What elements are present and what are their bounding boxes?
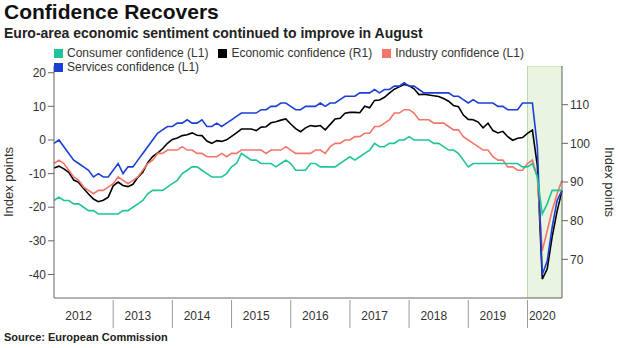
html-text:Confidence Recovers: Confidence Recovers — [4, 0, 219, 23]
svg-text:2013: 2013 — [124, 309, 151, 323]
svg-text:90: 90 — [570, 175, 584, 189]
svg-text:2019: 2019 — [480, 309, 507, 323]
svg-text:0: 0 — [39, 133, 46, 147]
html-text:Economic confidence (R1): Economic confidence (R1) — [231, 46, 373, 60]
svg-text:100: 100 — [570, 137, 590, 151]
svg-text:80: 80 — [570, 214, 584, 228]
svg-text:2016: 2016 — [302, 309, 329, 323]
svg-text:Index points: Index points — [1, 146, 16, 217]
svg-text:10: 10 — [33, 100, 47, 114]
svg-text:2020: 2020 — [529, 309, 556, 323]
svg-text:-40: -40 — [29, 268, 47, 282]
svg-text:Index points: Index points — [602, 147, 617, 218]
html-text:Source: European Commission: Source: European Commission — [4, 331, 168, 343]
html-text:Services confidence (L1): Services confidence (L1) — [67, 60, 200, 74]
svg-text:-10: -10 — [29, 167, 47, 181]
html-text:Euro-area economic sentiment c: Euro-area economic sentiment continued t… — [4, 25, 423, 41]
svg-text:-20: -20 — [29, 200, 47, 214]
svg-text:2014: 2014 — [184, 309, 211, 323]
svg-text:70: 70 — [570, 253, 584, 267]
svg-text:2017: 2017 — [361, 309, 388, 323]
svg-text:2012: 2012 — [65, 309, 92, 323]
svg-text:20: 20 — [33, 66, 47, 80]
svg-text:-30: -30 — [29, 234, 47, 248]
html-text:Industry confidence (L1): Industry confidence (L1) — [395, 46, 524, 60]
svg-text:110: 110 — [570, 98, 589, 112]
svg-text:2015: 2015 — [243, 309, 270, 323]
svg-text:2018: 2018 — [420, 309, 447, 323]
html-text:Consumer confidence (L1): Consumer confidence (L1) — [67, 46, 209, 60]
